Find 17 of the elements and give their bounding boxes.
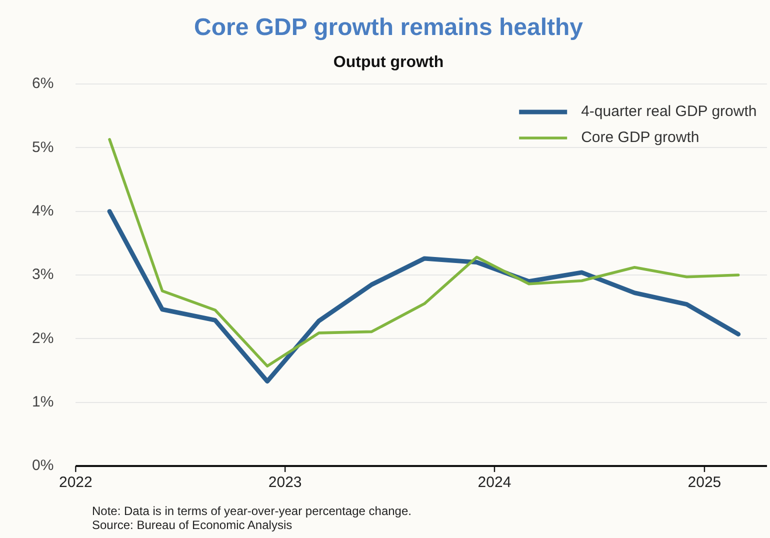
x-tick-label: 2022 — [58, 474, 92, 492]
y-tick-label: 3% — [32, 266, 54, 284]
chart-subtitle: Output growth — [333, 54, 444, 71]
y-tick-label: 0% — [32, 457, 54, 474]
source-note: Source: Bureau of Economic Analysis — [92, 518, 294, 532]
chart-title: Core GDP growth remains healthy — [194, 14, 584, 42]
y-tick-label: 6% — [32, 75, 54, 92]
legend-label: 4-quarter real GDP growth — [581, 103, 757, 120]
y-tick-label: 5% — [32, 138, 54, 156]
y-tick-label: 2% — [32, 330, 54, 347]
y-tick-label: 4% — [32, 202, 54, 220]
x-tick-label: 2023 — [268, 474, 302, 492]
legend-label: Core GDP growth — [581, 129, 700, 146]
text: Note: Data is in terms of year-over-year percentage change. — [92, 504, 412, 518]
x-tick-label: 2025 — [688, 474, 722, 492]
x-tick-label: 2024 — [478, 474, 512, 492]
y-tick-label: 1% — [32, 393, 54, 410]
